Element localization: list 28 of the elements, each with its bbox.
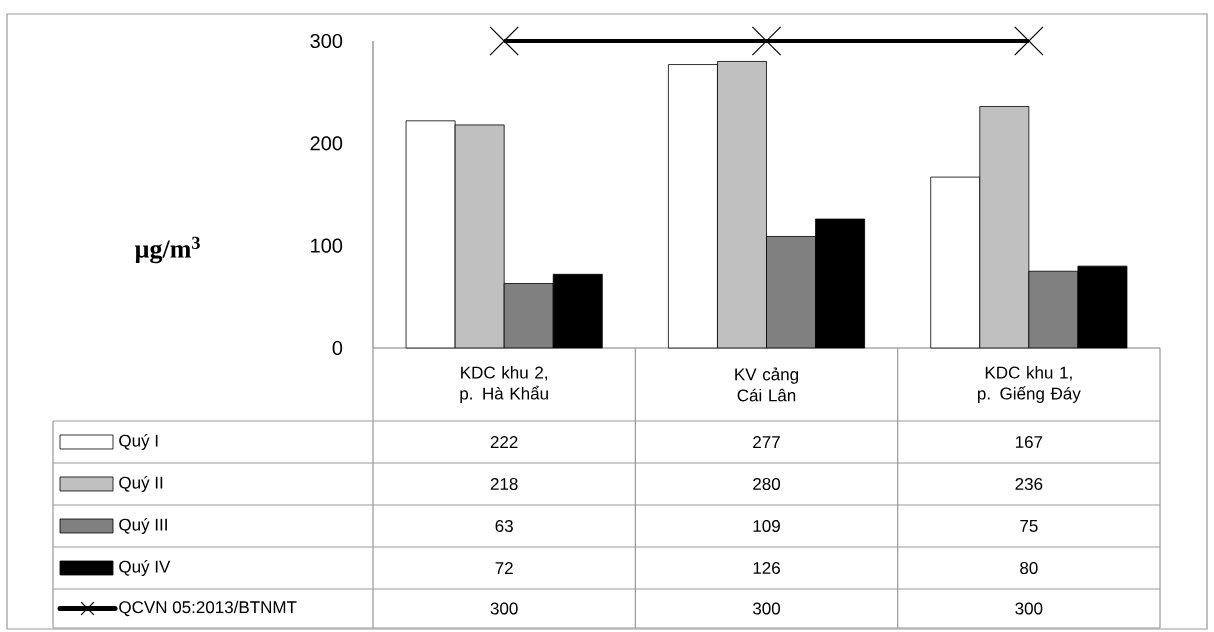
data-label: 75 — [1020, 520, 1038, 532]
legend-label: Quý I — [119, 433, 158, 451]
legend-label: Quý IV — [119, 559, 171, 577]
data-label: 222 — [490, 436, 518, 448]
data-label: 109 — [753, 519, 780, 533]
y-axis-title: µg/m$^{3}$ — [134, 236, 200, 264]
data-label: 80 — [1020, 561, 1038, 575]
x-tick-label: KDC khu 2, p. Hà Khẩu — [460, 366, 548, 403]
data-label: 72 — [495, 562, 513, 574]
x-tick-label: KDC khu 1, p. Giếng Đáy — [977, 366, 1081, 403]
data-label: 236 — [1015, 477, 1043, 491]
data-label: 300 — [490, 602, 518, 615]
legend-label: QCVN 05:2013/BTNMT — [119, 600, 297, 617]
y-tick-label: 100 — [311, 238, 343, 253]
data-label: 300 — [1015, 602, 1043, 615]
data-label: 167 — [1015, 435, 1043, 449]
y-tick-label: 300 — [310, 33, 343, 49]
data-label: 300 — [752, 602, 781, 615]
data-label: 218 — [490, 477, 518, 491]
legend-label: Quý II — [119, 475, 163, 493]
data-label: 63 — [495, 519, 513, 533]
y-tick-label: 0 — [332, 340, 343, 356]
data-label: 280 — [753, 477, 781, 491]
x-tick-label: KV cảng Cái Lân — [735, 367, 799, 402]
legend-label: Quý III — [119, 517, 167, 535]
data-label: 126 — [753, 561, 780, 575]
y-tick-label: 200 — [310, 136, 343, 151]
data-label: 277 — [753, 436, 780, 448]
